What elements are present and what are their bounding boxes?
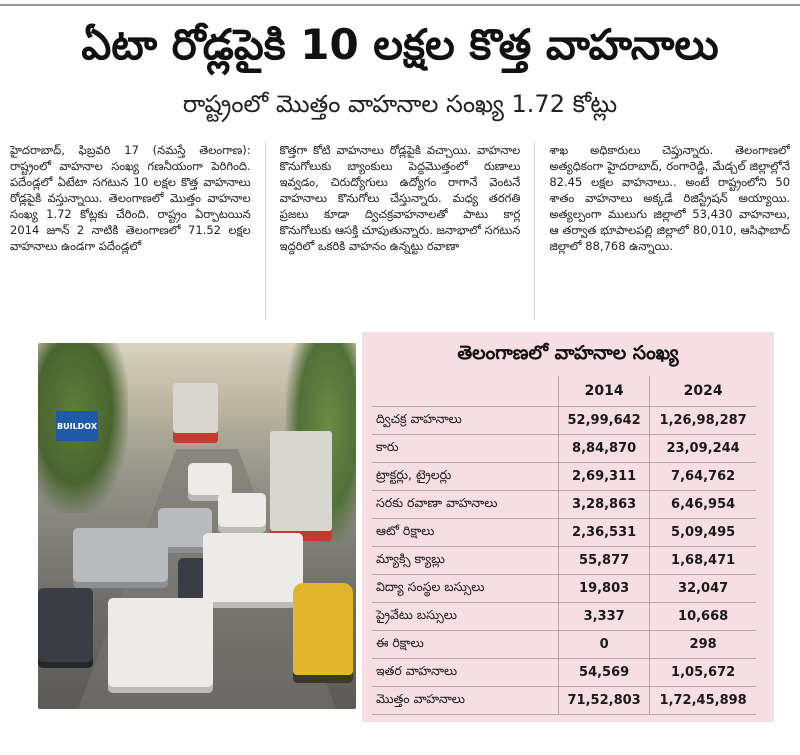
value-2014: 55,877 <box>557 546 650 575</box>
top-rule <box>0 4 800 6</box>
vehicle-stats-table: 2014 2024 ద్విచక్ర వాహనాలు 52,99,642 1,2… <box>372 376 756 715</box>
table-row: ప్రైవేటు బస్సులు 3,337 10,668 <box>372 602 756 631</box>
table-row: ట్రాక్టర్లు, ట్రైలర్లు 2,69,311 7,64,762 <box>372 462 756 491</box>
column-divider <box>264 142 266 320</box>
value-2014: 52,99,642 <box>557 406 650 435</box>
car <box>108 598 213 693</box>
bus <box>173 383 218 443</box>
row-label: ప్రైవేటు బస్సులు <box>372 602 559 631</box>
value-2014: 71,52,803 <box>557 686 650 715</box>
row-label: ఇతర వాహనాలు <box>372 658 559 687</box>
value-2014: 2,69,311 <box>557 462 650 491</box>
value-2024: 7,64,762 <box>649 462 756 491</box>
value-2024: 32,047 <box>649 574 756 603</box>
table-row: ఆటో రిక్షాలు 2,36,531 5,09,495 <box>372 518 756 547</box>
table-row: ద్విచక్ర వాహనాలు 52,99,642 1,26,98,287 <box>372 406 756 435</box>
column-header: 2014 <box>557 376 650 407</box>
value-2014: 3,337 <box>557 602 650 631</box>
shop-sign: BUILDOX <box>56 411 98 441</box>
car <box>73 528 168 588</box>
value-2014: 0 <box>557 630 650 659</box>
headline: ఏటా రోడ్లపైకి 10 లక్షల కొత్త వాహనాలు <box>81 20 719 69</box>
column-divider <box>534 142 536 320</box>
car <box>203 533 303 608</box>
table-row: ఇతర వాహనాలు 54,569 1,05,672 <box>372 658 756 687</box>
article-column-3: శాఖ అధికారులు చెప్తున్నారు. తెలంగాణలో అత… <box>549 143 791 253</box>
value-2024: 1,72,45,898 <box>649 686 756 715</box>
value-2014: 19,803 <box>557 574 650 603</box>
table-row: మ్యాక్సి క్యాబ్లు 55,877 1,68,471 <box>372 546 756 575</box>
value-2024: 5,09,495 <box>649 518 756 547</box>
article-column-1: హైదరాబాద్, ఫిబ్రవరి 17 (నమస్తే తెలంగాణ):… <box>10 143 251 253</box>
row-label: ఈ రిక్షాలు <box>372 630 559 659</box>
row-label: కారు <box>372 434 559 463</box>
column-header <box>372 376 559 407</box>
auto-rickshaw <box>293 583 353 683</box>
article-column-2: కొత్తగా కోటి వాహనాలు రోడ్లపైకి వచ్చాయి. … <box>279 143 521 253</box>
vehicle-stats-panel: తెలంగాణలో వాహనాల సంఖ్య 2014 2024 ద్విచక్… <box>362 332 774 722</box>
table-row: విద్యా సంస్థల బస్సులు 19,803 32,047 <box>372 574 756 603</box>
table-row: ఈ రిక్షాలు 0 298 <box>372 630 756 659</box>
column-header: 2024 <box>649 376 756 407</box>
car <box>38 588 93 668</box>
row-label: ఆటో రిక్షాలు <box>372 518 559 547</box>
bus <box>270 431 332 541</box>
value-2014: 54,569 <box>557 658 650 687</box>
article-body: హైదరాబాద్, ఫిబ్రవరి 17 (నమస్తే తెలంగాణ):… <box>10 142 790 320</box>
value-2014: 3,28,863 <box>557 490 650 519</box>
value-2024: 6,46,954 <box>649 490 756 519</box>
row-label: మొత్తం వాహనాలు <box>372 686 559 715</box>
table-row-total: మొత్తం వాహనాలు 71,52,803 1,72,45,898 <box>372 686 756 715</box>
value-2024: 1,05,672 <box>649 658 756 687</box>
table-header-row: 2014 2024 <box>372 376 756 407</box>
value-2024: 1,68,471 <box>649 546 756 575</box>
value-2014: 2,36,531 <box>557 518 650 547</box>
row-label: ద్విచక్ర వాహనాలు <box>372 406 559 435</box>
car <box>218 493 266 533</box>
row-label: సరకు రవాణా వాహనాలు <box>372 490 559 519</box>
value-2024: 298 <box>649 630 756 659</box>
subheadline: రాష్ట్రంలో మొత్తం వాహనాల సంఖ్య 1.72 కోట్… <box>182 90 618 118</box>
row-label: మ్యాక్సి క్యాబ్లు <box>372 546 559 575</box>
traffic-photo: BUILDOX <box>38 343 356 709</box>
value-2014: 8,84,870 <box>557 434 650 463</box>
table-title: తెలంగాణలో వాహనాల సంఖ్య <box>457 342 679 364</box>
table-row: కారు 8,84,870 23,09,244 <box>372 434 756 463</box>
table-row: సరకు రవాణా వాహనాలు 3,28,863 6,46,954 <box>372 490 756 519</box>
value-2024: 1,26,98,287 <box>649 406 756 435</box>
row-label: విద్యా సంస్థల బస్సులు <box>372 574 559 603</box>
value-2024: 23,09,244 <box>649 434 756 463</box>
value-2024: 10,668 <box>649 602 756 631</box>
row-label: ట్రాక్టర్లు, ట్రైలర్లు <box>372 462 559 491</box>
